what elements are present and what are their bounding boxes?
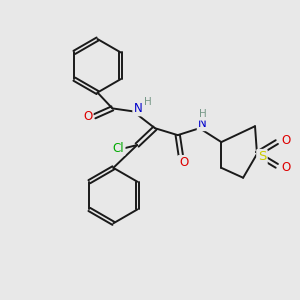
Text: O: O [179,156,188,170]
Text: O: O [281,161,290,174]
Text: H: H [199,109,206,119]
Text: S: S [258,150,266,164]
Text: O: O [83,110,92,123]
Text: N: N [134,102,142,115]
Text: O: O [281,134,290,147]
Text: H: H [144,98,152,107]
Text: N: N [198,117,207,130]
Text: Cl: Cl [112,142,124,154]
